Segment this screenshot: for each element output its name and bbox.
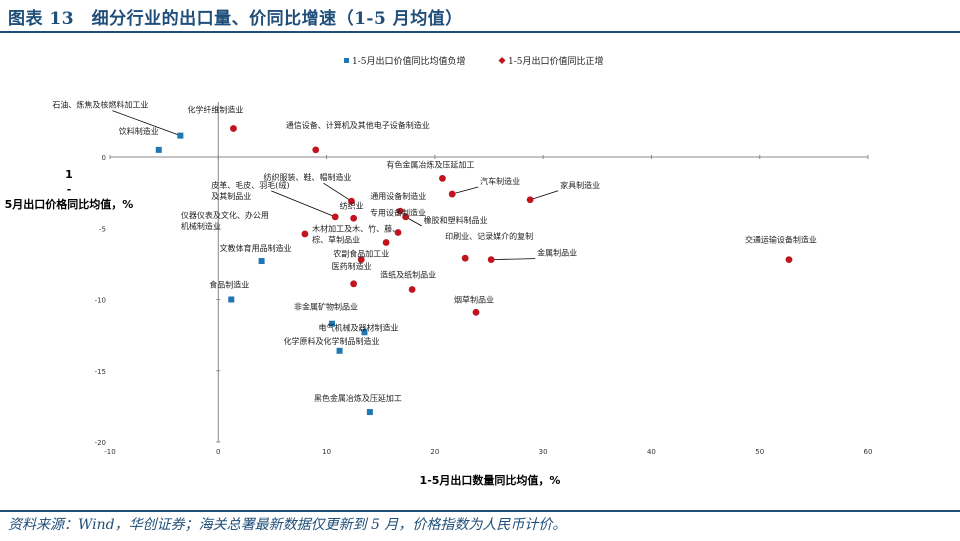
- y-tick-label: -20: [95, 439, 106, 447]
- point-label: 汽车制造业: [480, 176, 520, 186]
- y-tick-label: -10: [95, 297, 106, 305]
- point-label: 电气机械及器材制造业: [318, 322, 398, 332]
- point-label: 石油、炼焦及核燃料加工业: [52, 100, 148, 110]
- data-point-positive: [439, 174, 446, 182]
- point-label: 化学原料及化学制品制造业: [284, 336, 380, 346]
- data-point-negative: [155, 146, 162, 153]
- point-label: 专用设备制造业: [370, 208, 426, 218]
- data-point-positive: [394, 229, 402, 236]
- point-label: 化学纤维制造业: [187, 105, 243, 115]
- leader-line: [323, 182, 352, 202]
- data-point-positive: [230, 125, 237, 132]
- axis-titles: 1-5月出口数量同比均值，% 1 -5月出口价格同比均值，%: [5, 168, 561, 487]
- x-tick-label: 30: [539, 448, 548, 456]
- x-tick-label: 50: [755, 448, 764, 456]
- leader-line: [530, 190, 559, 201]
- data-point-positive: [487, 256, 495, 263]
- x-tick-label: 10: [322, 448, 331, 456]
- data-point-positive: [402, 213, 410, 221]
- data-point-positive: [350, 214, 358, 222]
- point-label: 饮料制造业: [119, 126, 159, 136]
- data-point-negative: [336, 347, 343, 354]
- footer-rule: [0, 510, 960, 512]
- data-point-positive: [526, 196, 534, 204]
- data-point-negative: [228, 296, 235, 303]
- data-point-positive: [472, 308, 480, 316]
- point-label: 非金属矿物制品业: [294, 302, 358, 312]
- point-labels: 石油、炼焦及核燃料加工业饮料制造业文教体育用品制造业食品制造业非金属矿物制品业电…: [52, 100, 817, 403]
- leader-line: [271, 190, 336, 218]
- data-point-positive: [301, 230, 309, 238]
- x-tick-label: 60: [864, 448, 873, 456]
- legend-marker-negative: [344, 58, 349, 63]
- x-tick-label: 0: [216, 448, 220, 456]
- leader-line: [452, 186, 479, 195]
- y-axis-title: 1 -5月出口价格同比均值，%: [5, 168, 134, 211]
- data-point-positive: [448, 190, 456, 198]
- data-point-positive: [382, 239, 390, 246]
- data-point-positive: [348, 197, 355, 205]
- point-label: 金属制品业: [537, 248, 577, 258]
- point-label: 通用设备制造业: [370, 191, 426, 201]
- axes: [110, 102, 868, 442]
- point-label: 造纸及纸制品业: [380, 270, 436, 280]
- point-label: 农副食品加工业: [333, 249, 389, 259]
- point-label: 通信设备、计算机及其他电子设备制造业: [286, 120, 430, 130]
- x-tick-label: 20: [430, 448, 439, 456]
- data-point-positive: [350, 280, 358, 288]
- tick-labels: -10 0 10 20 30 40 50 60 0 -5 -10 -15 -20: [95, 154, 873, 456]
- data-point-negative: [258, 258, 265, 265]
- point-label: 橡胶和塑料制品业: [424, 215, 488, 225]
- data-point-positive: [357, 256, 365, 263]
- leader-line: [491, 258, 536, 260]
- y-tick-label: -15: [95, 368, 106, 376]
- point-label: 食品制造业: [209, 280, 249, 290]
- point-label: 家具制造业: [560, 180, 600, 190]
- data-point-positive: [461, 254, 469, 262]
- point-label: 印刷业、记录媒介的复制: [445, 231, 533, 241]
- x-tick-label: -10: [104, 448, 115, 456]
- data-point-negative: [366, 409, 373, 416]
- data-point-negative: [328, 320, 335, 327]
- point-label: 皮革、毛皮、羽毛(绒)及其制品业: [211, 180, 289, 201]
- legend-marker-positive: [498, 57, 506, 64]
- point-label: 文教体育用品制造业: [220, 243, 292, 253]
- legend: 1-5月出口价值同比均值负增 1-5月出口价值同比正增: [344, 55, 604, 67]
- point-label: 医药制造业: [332, 261, 372, 271]
- y-tick-label: 0: [102, 154, 106, 162]
- data-point-positive: [312, 146, 320, 154]
- y-tick-label: -5: [99, 225, 106, 233]
- x-tick-label: 40: [647, 448, 656, 456]
- legend-label-negative: 1-5月出口价值同比均值负增: [352, 55, 466, 67]
- leader-line: [112, 110, 181, 137]
- legend-label-positive: 1-5月出口价值同比正增: [508, 55, 604, 67]
- data-point-negative: [177, 132, 184, 139]
- point-label: 木材加工及木、竹、藤、棕、草制品业: [312, 224, 400, 245]
- point-label: 仪器仪表及文化、办公用机械制造业: [181, 210, 269, 231]
- data-point-positive: [396, 207, 404, 215]
- x-axis-title: 1-5月出口数量同比均值，%: [420, 473, 561, 487]
- data-points: [155, 125, 793, 416]
- data-point-negative: [361, 329, 368, 336]
- point-label: 纺织业: [340, 200, 364, 210]
- chart-title: 图表 13 细分行业的出口量、价同比增速（1-5 月均值）: [8, 9, 463, 29]
- data-point-positive: [408, 286, 416, 293]
- point-label: 黑色金属冶炼及压延加工: [314, 393, 402, 403]
- title-rule: [0, 31, 960, 33]
- source-note: 资料来源：Wind，华创证券；海关总署最新数据仅更新到 5 月，价格指数为人民币…: [8, 517, 567, 533]
- point-label: 烟草制品业: [454, 294, 494, 304]
- point-label: 有色金属冶炼及压延加工: [386, 159, 474, 169]
- data-point-positive: [331, 213, 339, 221]
- data-point-positive: [785, 256, 793, 263]
- scatter-chart: -10 0 10 20 30 40 50 60 0 -5 -10 -15 -20 石油、炼焦及核燃料加工…: [5, 55, 873, 487]
- point-label: 纺织服装、鞋、帽制造业: [263, 172, 351, 182]
- point-label: 交通运输设备制造业: [745, 235, 817, 245]
